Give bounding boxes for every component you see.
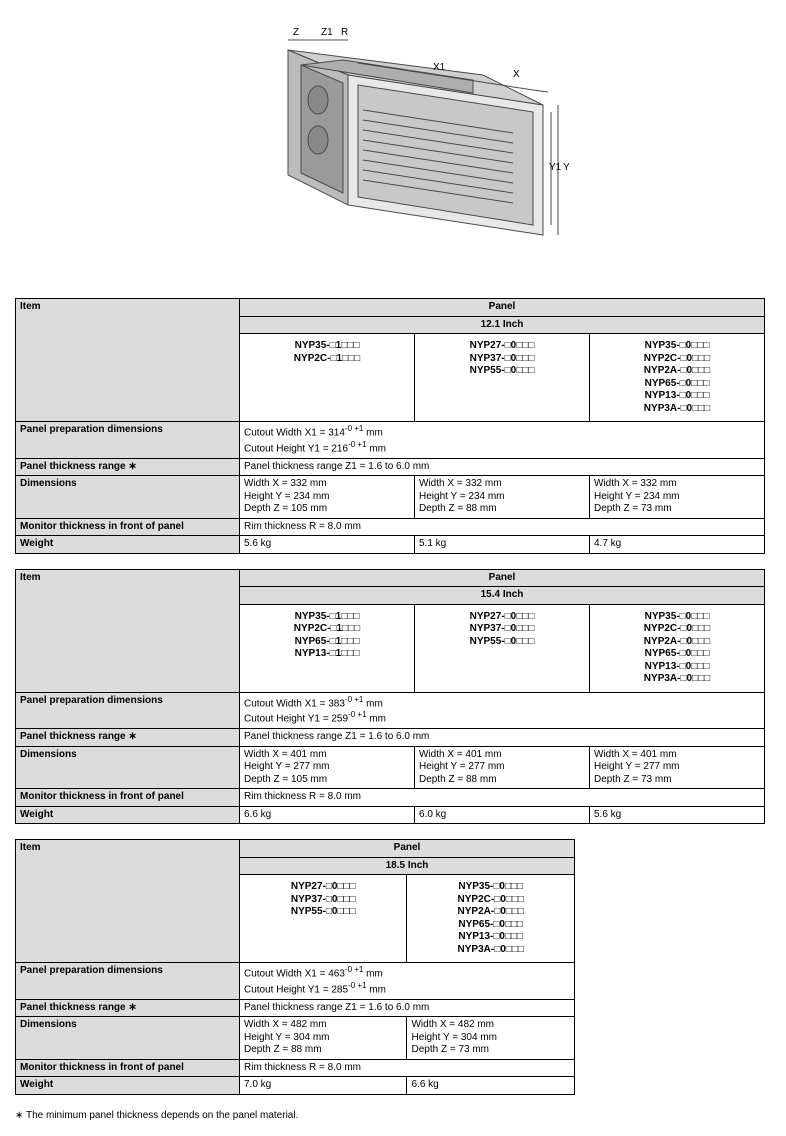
wt-c2: 6.0 kg (415, 806, 590, 824)
dim-c1: Width X = 482 mm Height Y = 304 mm Depth… (240, 1017, 407, 1060)
dim-c1: Width X = 401 mm Height Y = 277 mm Depth… (240, 746, 415, 789)
model-col1: NYP35-□1□□□ NYP2C-□1□□□ NYP65-□1□□□ NYP1… (240, 604, 415, 692)
dim-label-y1: Y1 (549, 162, 562, 173)
item-header: Item (16, 299, 240, 422)
wt-c2: 5.1 kg (415, 536, 590, 554)
thick-label: Panel thickness range ∗ (16, 729, 240, 747)
dim-label: Dimensions (16, 476, 240, 519)
thick-label: Panel thickness range ∗ (16, 999, 240, 1017)
spec-table-15inch: Item Panel 15.4 Inch NYP35-□1□□□ NYP2C-□… (15, 569, 765, 825)
size-header: 15.4 Inch (240, 587, 765, 605)
wt-c1: 6.6 kg (240, 806, 415, 824)
dim-c2: Width X = 332 mm Height Y = 234 mm Depth… (415, 476, 590, 519)
mon-val: Rim thickness R = 8.0 mm (240, 1059, 575, 1077)
dim-label-x: X (513, 69, 520, 80)
model-col2: NYP35-□0□□□ NYP2C-□0□□□ NYP2A-□0□□□ NYP6… (407, 875, 575, 963)
mon-val: Rim thickness R = 8.0 mm (240, 789, 765, 807)
prep-val: Cutout Width X1 = 383-0 +1 mmCutout Heig… (240, 692, 765, 729)
prep-val: Cutout Width X1 = 314-0 +1 mmCutout Heig… (240, 422, 765, 459)
wt-c3: 4.7 kg (590, 536, 765, 554)
panel-header: Panel (240, 840, 575, 858)
size-header: 18.5 Inch (240, 857, 575, 875)
dimension-diagram: Z Z1 R X1 X Y1 Y (15, 15, 771, 278)
footnote: ∗ The minimum panel thickness depends on… (15, 1110, 771, 1121)
prep-label: Panel preparation dimensions (16, 963, 240, 1000)
prep-label: Panel preparation dimensions (16, 692, 240, 729)
thick-val: Panel thickness range Z1 = 1.6 to 6.0 mm (240, 729, 765, 747)
spec-table-12inch: Item Panel 12.1 Inch NYP35-□1□□□ NYP2C-□… (15, 298, 765, 554)
wt-c1: 7.0 kg (240, 1077, 407, 1095)
dim-label: Dimensions (16, 746, 240, 789)
model-col3: NYP35-□0□□□ NYP2C-□0□□□ NYP2A-□0□□□ NYP6… (590, 604, 765, 692)
dim-label-r: R (341, 27, 348, 38)
dim-c2: Width X = 401 mm Height Y = 277 mm Depth… (415, 746, 590, 789)
size-header: 12.1 Inch (240, 316, 765, 334)
item-header: Item (16, 840, 240, 963)
wt-c1: 5.6 kg (240, 536, 415, 554)
dim-label-z: Z (293, 27, 299, 38)
wt-c3: 5.6 kg (590, 806, 765, 824)
model-col2: NYP27-□0□□□ NYP37-□0□□□ NYP55-□0□□□ (415, 334, 590, 422)
prep-val: Cutout Width X1 = 463-0 +1 mmCutout Heig… (240, 963, 575, 1000)
dim-label-z1: Z1 (321, 27, 333, 38)
wt-label: Weight (16, 806, 240, 824)
thick-label: Panel thickness range ∗ (16, 458, 240, 476)
prep-label: Panel preparation dimensions (16, 422, 240, 459)
model-col1: NYP27-□0□□□ NYP37-□0□□□ NYP55-□0□□□ (240, 875, 407, 963)
spec-table-18inch: Item Panel 18.5 Inch NYP27-□0□□□ NYP37-□… (15, 839, 575, 1095)
thick-val: Panel thickness range Z1 = 1.6 to 6.0 mm (240, 458, 765, 476)
dim-c1: Width X = 332 mm Height Y = 234 mm Depth… (240, 476, 415, 519)
dim-c3: Width X = 401 mm Height Y = 277 mm Depth… (590, 746, 765, 789)
mon-val: Rim thickness R = 8.0 mm (240, 518, 765, 536)
dim-c3: Width X = 332 mm Height Y = 234 mm Depth… (590, 476, 765, 519)
mon-label: Monitor thickness in front of panel (16, 1059, 240, 1077)
dim-label: Dimensions (16, 1017, 240, 1060)
model-col1: NYP35-□1□□□ NYP2C-□1□□□ (240, 334, 415, 422)
panel-header: Panel (240, 299, 765, 317)
wt-label: Weight (16, 1077, 240, 1095)
model-col2: NYP27-□0□□□ NYP37-□0□□□ NYP55-□0□□□ (415, 604, 590, 692)
dim-label-x1: X1 (433, 62, 446, 73)
mon-label: Monitor thickness in front of panel (16, 518, 240, 536)
mon-label: Monitor thickness in front of panel (16, 789, 240, 807)
wt-c2: 6.6 kg (407, 1077, 575, 1095)
thick-val: Panel thickness range Z1 = 1.6 to 6.0 mm (240, 999, 575, 1017)
item-header: Item (16, 569, 240, 692)
dim-c2: Width X = 482 mm Height Y = 304 mm Depth… (407, 1017, 575, 1060)
panel-header: Panel (240, 569, 765, 587)
model-col3: NYP35-□0□□□ NYP2C-□0□□□ NYP2A-□0□□□ NYP6… (590, 334, 765, 422)
dim-label-y: Y (563, 162, 570, 173)
wt-label: Weight (16, 536, 240, 554)
